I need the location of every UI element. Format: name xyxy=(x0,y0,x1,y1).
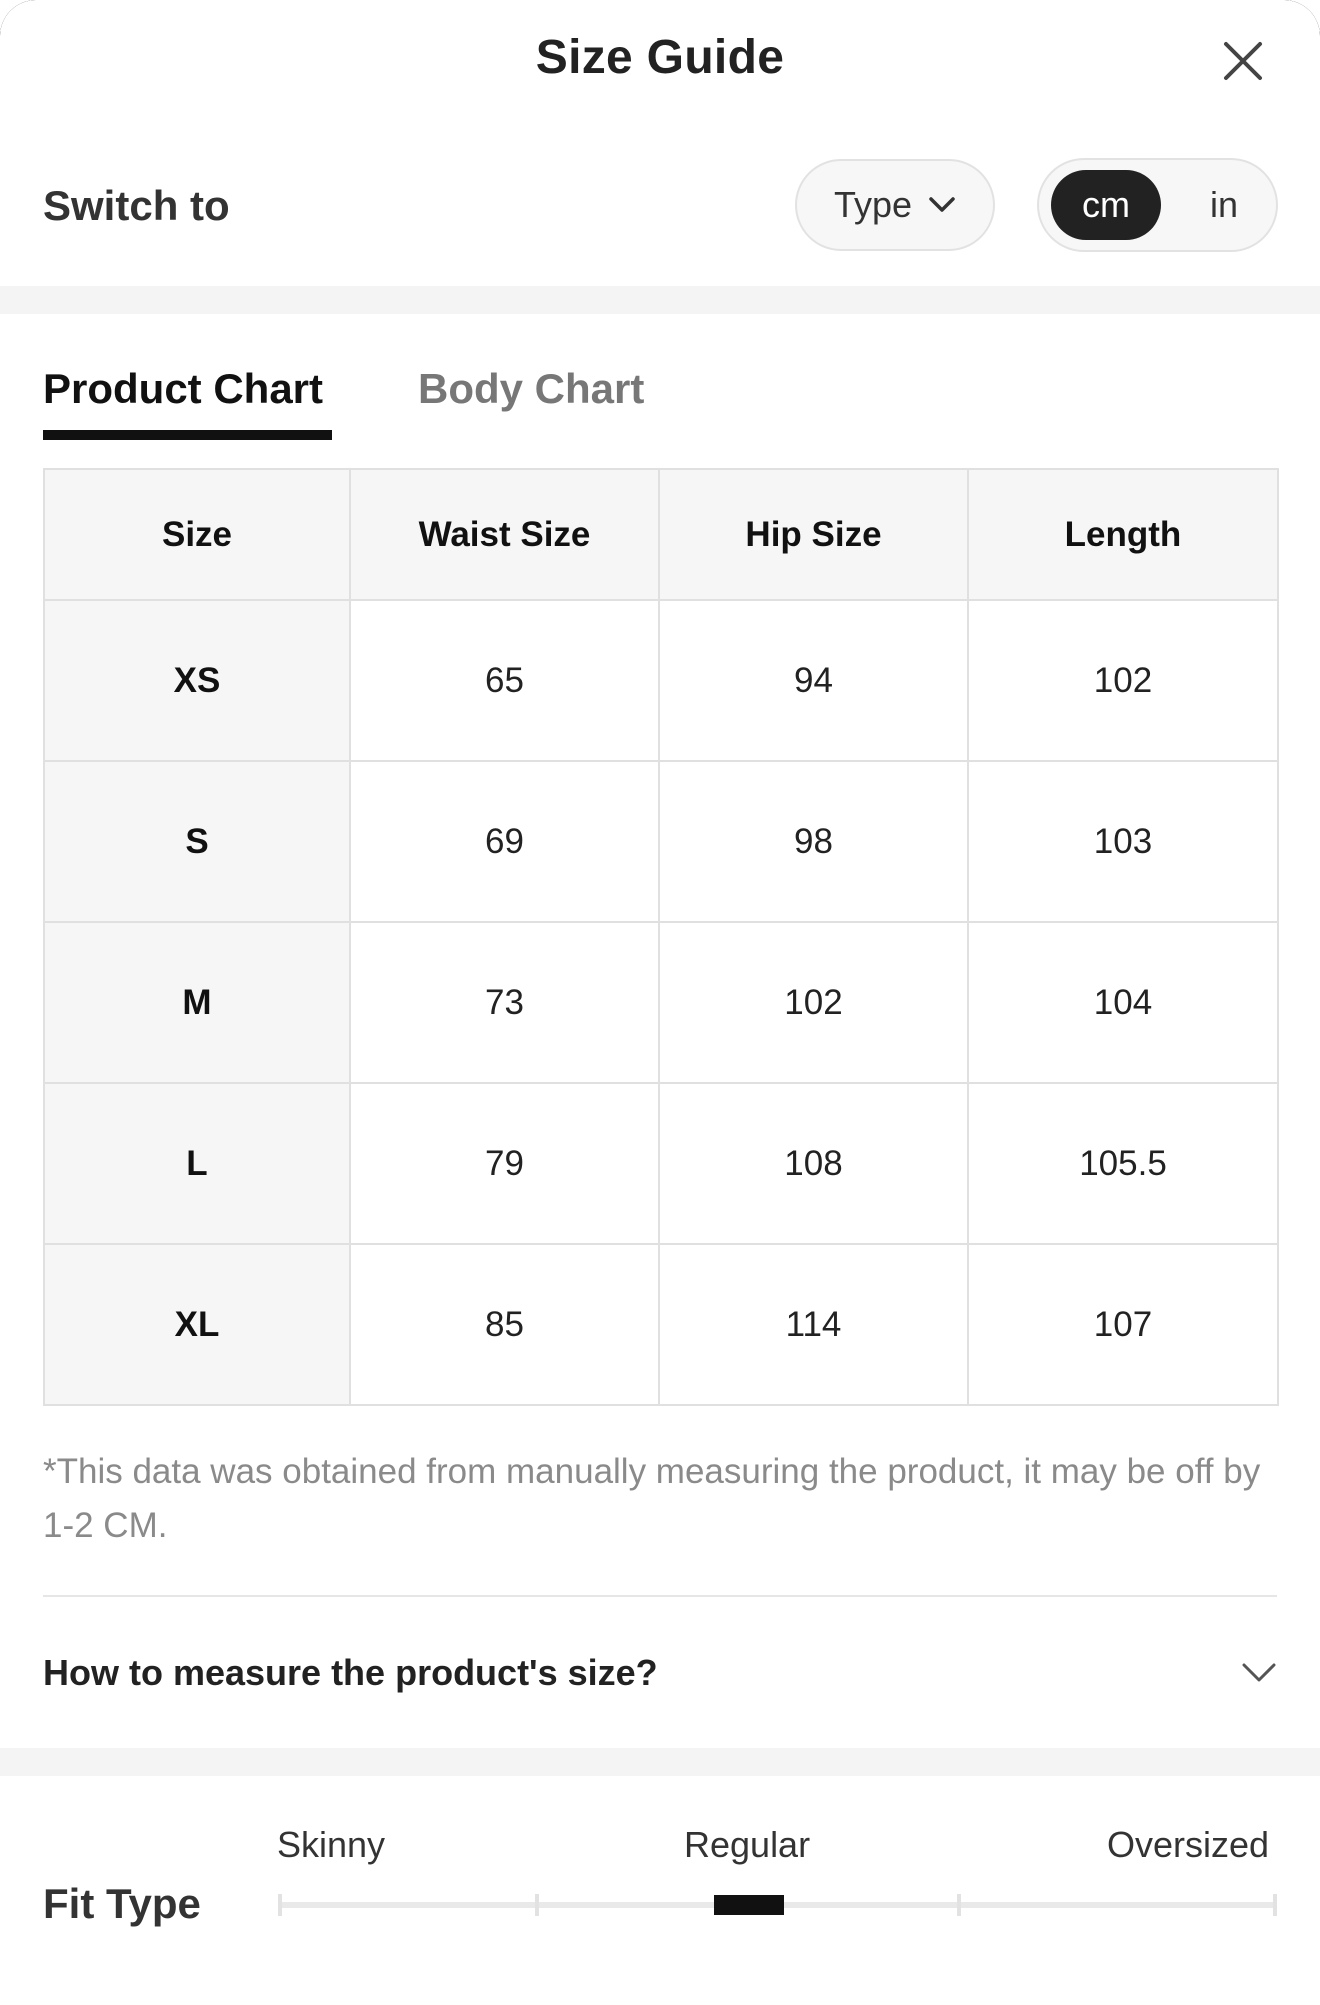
waist-cell: 73 xyxy=(349,921,660,1084)
fit-type-label: Fit Type xyxy=(43,1880,201,1927)
column-header-waist: Waist Size xyxy=(349,468,660,601)
hip-cell: 94 xyxy=(658,599,969,762)
measurement-note: *This data was obtained from manually me… xyxy=(43,1452,1261,1545)
fit-scale-regular: Regular xyxy=(684,1824,811,1865)
unit-toggle: cm in xyxy=(1037,158,1278,252)
waist-cell: 69 xyxy=(349,760,660,923)
size-cell: XS xyxy=(43,599,351,762)
length-cell: 104 xyxy=(967,921,1279,1084)
hip-cell: 108 xyxy=(658,1082,969,1245)
waist-cell: 85 xyxy=(349,1243,660,1406)
divider xyxy=(43,1595,1277,1597)
type-dropdown-label: Type xyxy=(833,184,913,225)
column-header-hip: Hip Size xyxy=(658,468,969,601)
waist-cell: 79 xyxy=(349,1082,660,1245)
table-header-row: Size Waist Size Hip Size Length xyxy=(43,468,1279,601)
length-cell: 105.5 xyxy=(967,1082,1279,1245)
fit-scale-tick xyxy=(957,1894,961,1916)
how-to-measure-accordion[interactable]: How to measure the product's size? xyxy=(43,1620,1277,1726)
size-cell: L xyxy=(43,1082,351,1245)
fit-scale-tick xyxy=(278,1894,282,1916)
unit-option-cm[interactable]: cm xyxy=(1051,170,1161,240)
hip-cell: 114 xyxy=(658,1243,969,1406)
close-icon xyxy=(1224,42,1262,80)
length-cell: 107 xyxy=(967,1243,1279,1406)
table-row: XL 85 114 107 xyxy=(43,1243,1279,1406)
how-to-measure-label: How to measure the product's size? xyxy=(43,1652,658,1693)
active-tab-indicator xyxy=(43,430,332,440)
page-title: Size Guide xyxy=(535,31,785,84)
type-dropdown[interactable]: Type xyxy=(795,159,995,251)
section-divider xyxy=(0,286,1320,314)
chevron-down-icon xyxy=(929,197,955,212)
tab-product-chart[interactable]: Product Chart xyxy=(43,365,324,412)
switch-label: Switch to xyxy=(43,182,230,229)
size-cell: M xyxy=(43,921,351,1084)
waist-cell: 65 xyxy=(349,599,660,762)
fit-scale-skinny: Skinny xyxy=(277,1824,386,1865)
table-row: XS 65 94 102 xyxy=(43,599,1279,762)
hip-cell: 98 xyxy=(658,760,969,923)
fit-scale-oversized: Oversized xyxy=(1107,1824,1270,1865)
close-button[interactable] xyxy=(1220,38,1266,84)
chevron-down-icon xyxy=(1242,1663,1276,1682)
length-cell: 102 xyxy=(967,599,1279,762)
table-row: S 69 98 103 xyxy=(43,760,1279,923)
size-cell: XL xyxy=(43,1243,351,1406)
tab-body-chart[interactable]: Body Chart xyxy=(418,365,645,412)
table-row: M 73 102 104 xyxy=(43,921,1279,1084)
fit-scale-tick xyxy=(535,1894,539,1916)
fit-scale-tick xyxy=(1273,1894,1277,1916)
size-table: Size Waist Size Hip Size Length XS 65 94… xyxy=(43,468,1279,1406)
column-header-size: Size xyxy=(43,468,351,601)
length-cell: 103 xyxy=(967,760,1279,923)
unit-option-in[interactable]: in xyxy=(1209,184,1239,225)
fit-scale-marker xyxy=(714,1895,784,1915)
hip-cell: 102 xyxy=(658,921,969,1084)
size-cell: S xyxy=(43,760,351,923)
section-divider xyxy=(0,1748,1320,1776)
table-row: L 79 108 105.5 xyxy=(43,1082,1279,1245)
column-header-length: Length xyxy=(967,468,1279,601)
